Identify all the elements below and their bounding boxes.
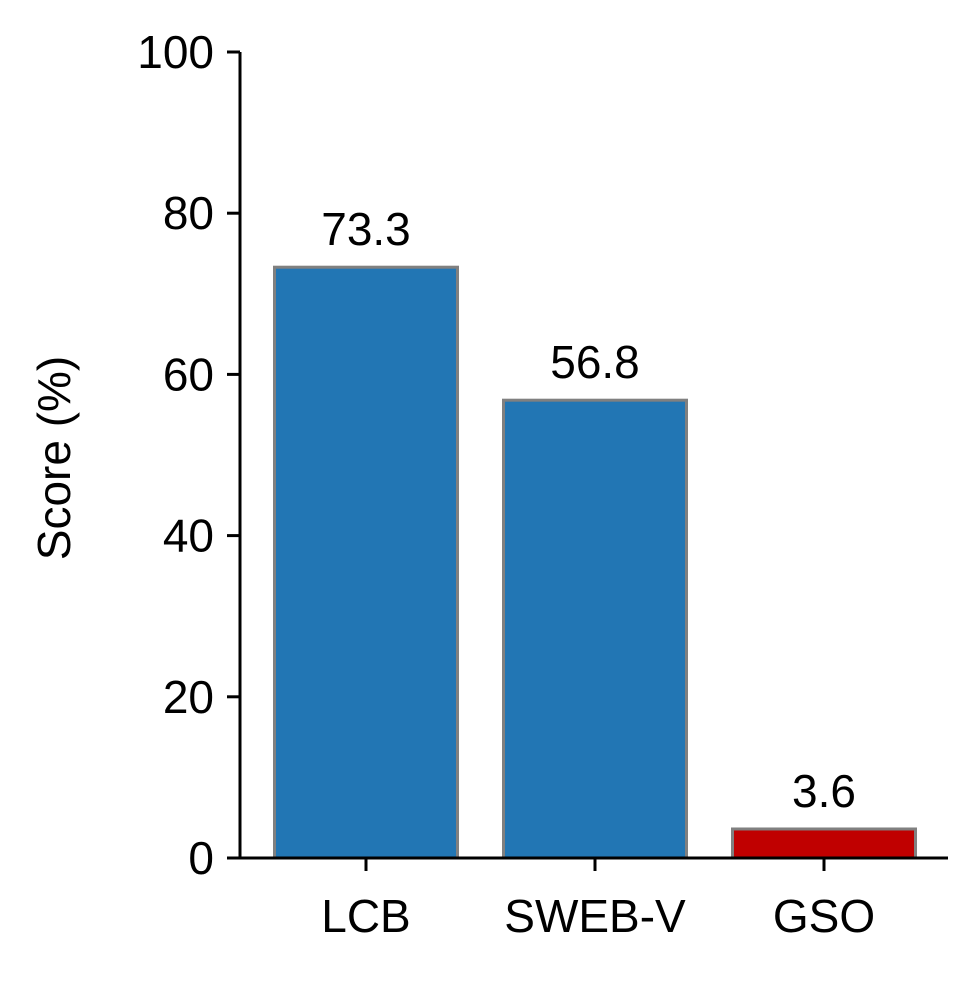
x-tick-label: LCB [321,890,410,942]
x-tick-label: SWEB-V [504,890,686,942]
bar-lcb [273,265,459,860]
y-tick-label: 0 [188,832,214,884]
x-tick-label: GSO [773,890,875,942]
bar-value-label: 3.6 [792,765,856,817]
y-tick-label: 60 [163,348,214,400]
bar-value-label: 56.8 [550,336,640,388]
bar-value-label: 73.3 [321,203,411,255]
y-tick-label: 100 [137,26,214,78]
y-tick-label: 80 [163,187,214,239]
bar-value-labels: 73.3 56.8 3.6 [321,203,856,817]
bar-gso [731,827,917,860]
y-tick-label: 20 [163,671,214,723]
bars [273,265,917,860]
bar-sweb-v [502,398,688,860]
y-axis-label: Score (%) [28,356,80,560]
y-tick-label: 40 [163,510,214,562]
y-axis-ticks: 0 20 40 60 80 100 [137,26,240,884]
x-axis-ticks: LCB SWEB-V GSO [321,858,875,942]
